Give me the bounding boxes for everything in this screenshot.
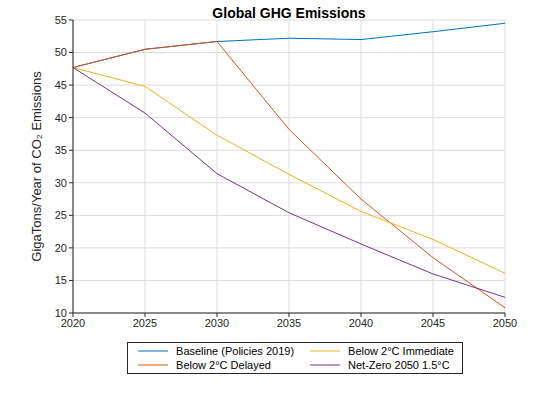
svg-text:45: 45 <box>55 79 67 91</box>
svg-text:2025: 2025 <box>133 317 157 329</box>
svg-text:GigaTons/Year of CO₂ Emissions: GigaTons/Year of CO₂ Emissions <box>29 71 44 262</box>
svg-text:55: 55 <box>55 14 67 26</box>
svg-text:2045: 2045 <box>421 317 445 329</box>
html-text:Baseline (Policies 2019): Baseline (Policies 2019) <box>176 345 295 357</box>
html-text:Below 2°C Delayed: Below 2°C Delayed <box>176 359 271 371</box>
svg-text:20: 20 <box>55 242 67 254</box>
svg-text:2020: 2020 <box>60 316 86 329</box>
html-text:Below 2°C Immediate: Below 2°C Immediate <box>348 345 454 357</box>
svg-text:2030: 2030 <box>205 317 229 329</box>
svg-text:2040: 2040 <box>349 317 373 329</box>
svg-text:10: 10 <box>55 307 67 319</box>
svg-text:35: 35 <box>55 144 67 156</box>
svg-text:30: 30 <box>55 177 67 189</box>
svg-text:2050: 2050 <box>493 317 517 329</box>
html-text:Net-Zero 2050 1.5°C: Net-Zero 2050 1.5°C <box>348 359 450 371</box>
html-text:Global GHG Emissions: Global GHG Emissions <box>212 5 366 21</box>
svg-text:2035: 2035 <box>277 317 301 329</box>
svg-text:15: 15 <box>55 274 67 286</box>
svg-text:40: 40 <box>55 112 67 124</box>
svg-text:50: 50 <box>55 46 67 58</box>
svg-text:25: 25 <box>55 209 67 221</box>
